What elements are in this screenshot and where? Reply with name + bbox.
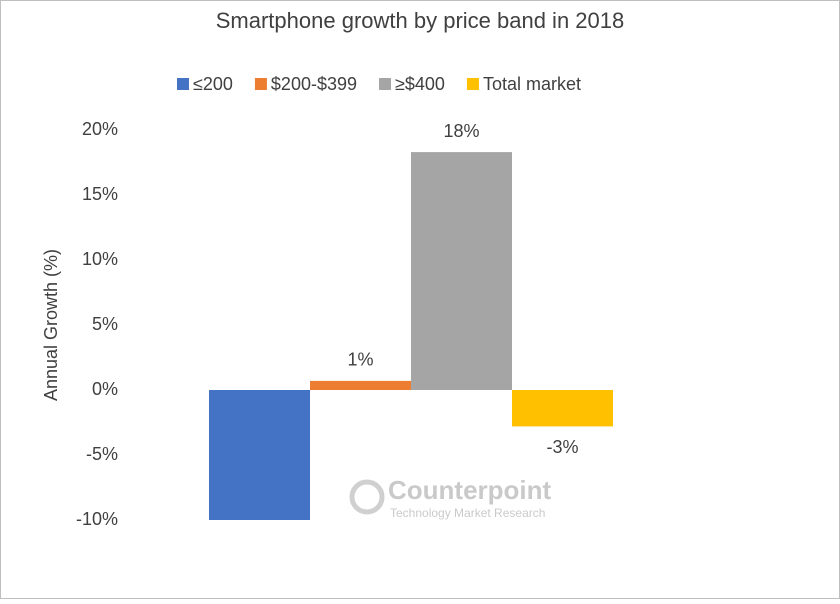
bar <box>209 390 310 520</box>
y-tick-label: 10% <box>82 249 118 269</box>
y-tick-label: -10% <box>76 509 118 529</box>
legend-label: $200-$399 <box>271 74 357 94</box>
data-label: -3% <box>546 437 578 457</box>
legend-swatch <box>177 78 189 90</box>
chart-title: Smartphone growth by price band in 2018 <box>216 8 624 33</box>
y-tick-label: 20% <box>82 119 118 139</box>
y-tick-label: -5% <box>86 444 118 464</box>
watermark: Counterpoint Technology Market Research <box>349 475 552 520</box>
bar <box>310 380 411 390</box>
legend-swatch <box>379 78 392 90</box>
legend-label: ≤200 <box>193 74 233 94</box>
y-axis-title: Annual Growth (%) <box>41 249 61 401</box>
watermark-name: Counterpoint <box>388 475 552 505</box>
data-label: 1% <box>347 350 373 370</box>
watermark-tagline: Technology Market Research <box>390 506 545 520</box>
watermark-logo <box>349 479 385 515</box>
legend-swatch <box>254 78 267 90</box>
y-tick-label: 5% <box>92 314 118 334</box>
legend-swatch <box>466 78 479 90</box>
y-tick-label: 0% <box>92 379 118 399</box>
y-tick-label: 15% <box>82 184 118 204</box>
legend-label: Total market <box>483 74 581 94</box>
bar <box>411 152 512 390</box>
bar <box>512 390 613 427</box>
legend-label: ≥$400 <box>395 74 445 94</box>
data-label: 18% <box>443 121 479 141</box>
